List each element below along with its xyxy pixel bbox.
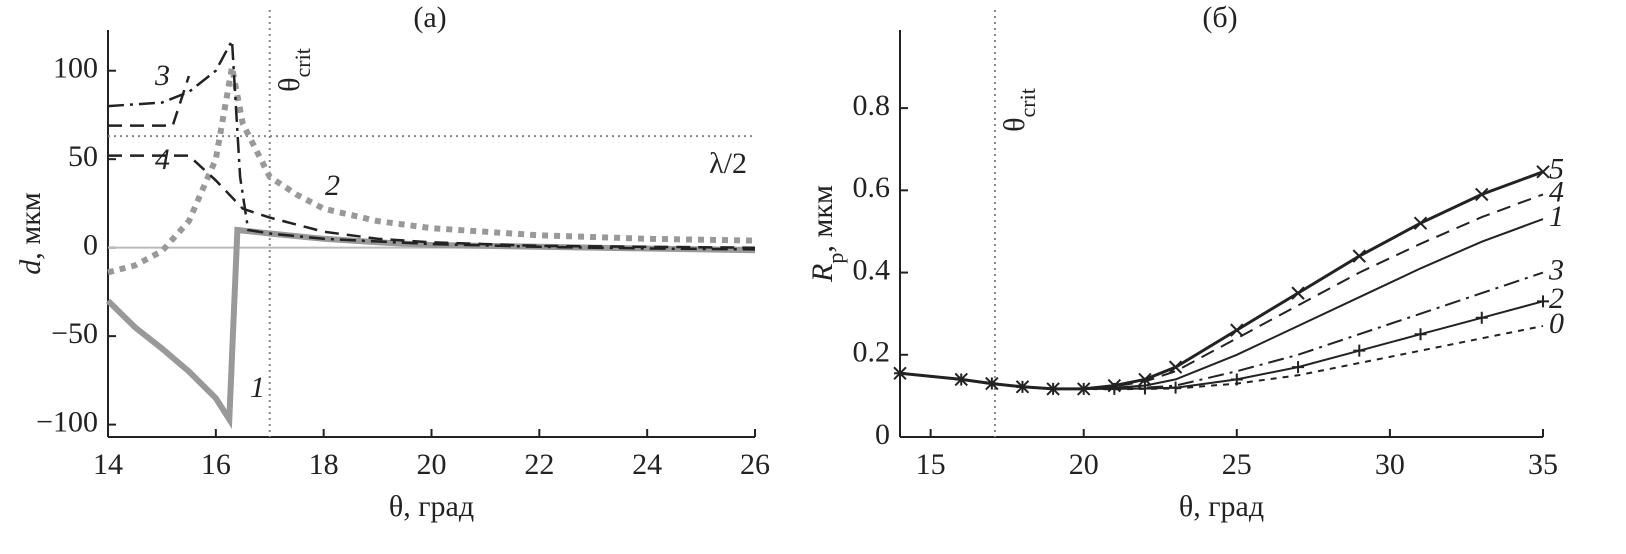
x-tick-label: 15 [916,448,946,481]
marker [1475,311,1488,324]
series-line [108,75,756,249]
marker [1292,361,1305,374]
label-part: θ, град [1179,490,1264,523]
x-tick-label: 30 [1375,448,1405,481]
panel-title: (б) [1202,1,1237,34]
series-line [899,170,1544,391]
reference-label: λ/2 [709,147,747,180]
label-part: θ [273,77,306,91]
x-axis-label: θ, град [389,490,474,523]
series-label: 3 [154,59,170,92]
marker [1414,328,1427,341]
y-tick-label: 100 [53,52,98,85]
label-part: p [823,253,848,264]
x-tick-label: 20 [417,448,447,481]
x-tick-label: 26 [740,448,770,481]
marker [1352,249,1366,263]
label-part: , мкм [806,185,839,253]
x-tick-label: 22 [524,448,554,481]
x-tick-label: 20 [1069,448,1099,481]
series-label: 4 [155,143,170,176]
marker [1536,165,1550,179]
y-tick-label: 0 [83,229,98,262]
y-tick-label: −100 [36,406,98,439]
label-part: θ [998,117,1031,131]
marker [1537,295,1549,308]
series-label: 0 [1549,307,1564,340]
label-part: crit [1014,88,1039,117]
y-tick-label: 0.2 [853,336,891,369]
x-tick-label: 25 [1222,448,1252,481]
y-tick-label: 0.4 [853,253,891,286]
y-tick-label: −50 [51,317,98,350]
x-tick-label: 24 [632,448,662,481]
reference-label: θcrit [998,88,1040,132]
y-tick-label: 50 [68,140,98,173]
marker [1353,344,1366,357]
label-part: crit [289,48,314,77]
series-label: 2 [325,169,340,202]
x-tick-label: 18 [309,448,339,481]
reference-label: θcrit [273,48,315,92]
panel-title: (a) [413,1,446,34]
marker [1475,187,1489,202]
series-label: 4 [1549,175,1564,208]
series-line [899,271,1544,390]
series-label: 2 [1549,282,1564,315]
series-line [107,36,756,251]
y-axis-label: d, мкм [14,192,47,275]
marker [1230,323,1244,337]
marker [1138,372,1152,387]
series-line [899,193,1544,390]
series-label: 3 [1548,253,1564,286]
series-line [899,325,1544,391]
series-line [107,66,756,276]
y-axis-label: Rp, мкм [806,185,848,283]
y-tick-label: 0.6 [853,171,891,204]
marker [1291,286,1305,300]
x-axis-label: θ, град [1179,490,1264,523]
y-tick-label: 0 [875,418,890,451]
series-label: 1 [250,371,265,404]
marker [1168,360,1183,374]
label-part: , мкм [14,192,47,260]
label-part: θ, град [389,490,474,523]
series-line [105,226,756,429]
x-tick-label: 35 [1528,448,1558,481]
label-part: d [14,259,47,275]
series-label: 5 [1549,153,1564,186]
label-part: R [806,264,839,283]
marker [1413,216,1428,230]
x-tick-label: 14 [93,448,123,481]
series-label: 1 [1549,200,1564,233]
y-tick-label: 0.8 [853,89,891,122]
x-tick-label: 16 [201,448,231,481]
